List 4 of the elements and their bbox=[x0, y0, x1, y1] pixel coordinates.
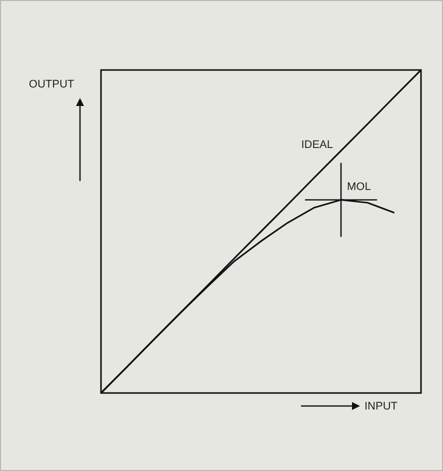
series-label: IDEAL bbox=[301, 138, 333, 151]
annotation: MOL bbox=[347, 180, 371, 193]
y-axis-title: OUTPUT bbox=[28, 78, 74, 90]
x-axis-title: INPUT bbox=[364, 400, 398, 412]
